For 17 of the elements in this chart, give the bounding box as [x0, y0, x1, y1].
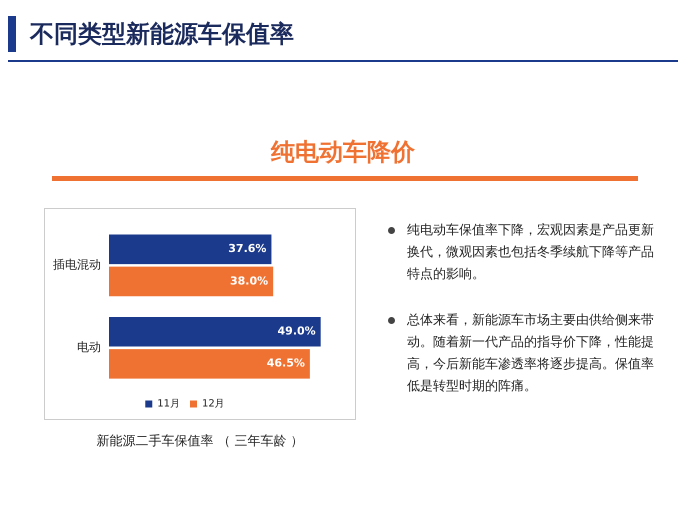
- chart-subtitle: 纯电动车降价: [270, 137, 416, 168]
- data-label: 38.0%: [230, 274, 268, 288]
- data-label: 37.6%: [228, 242, 266, 256]
- bar: [109, 316, 321, 347]
- text: 新能源二手车保值率 （ 三年车龄 ）: [95, 433, 305, 450]
- data-label: 49.0%: [278, 324, 316, 338]
- chart-title: 不同类型新能源车保值率: [30, 19, 294, 50]
- legend-label: 12月: [202, 398, 225, 410]
- data-label: 46.5%: [266, 356, 305, 370]
- legend-label: 11月: [157, 398, 180, 410]
- bar: [109, 349, 310, 379]
- text: 总体来看，新能源车市场主要由供给侧来带动。随着新一代产品的指导价下降，性能提高，今后新能车渗透率将逐步提高。保值率低是转型时期的阵痛。: [407, 312, 655, 396]
- bar: [109, 266, 274, 296]
- y-tick-label: 电动: [77, 340, 101, 354]
- bar: [109, 234, 272, 264]
- y-tick-label: 插电混动: [53, 258, 101, 272]
- text: 纯电动车保值率下降，宏观因素是产品更新换代，微观因素也包括冬季续航下降等产品特点的影响。: [407, 222, 655, 284]
